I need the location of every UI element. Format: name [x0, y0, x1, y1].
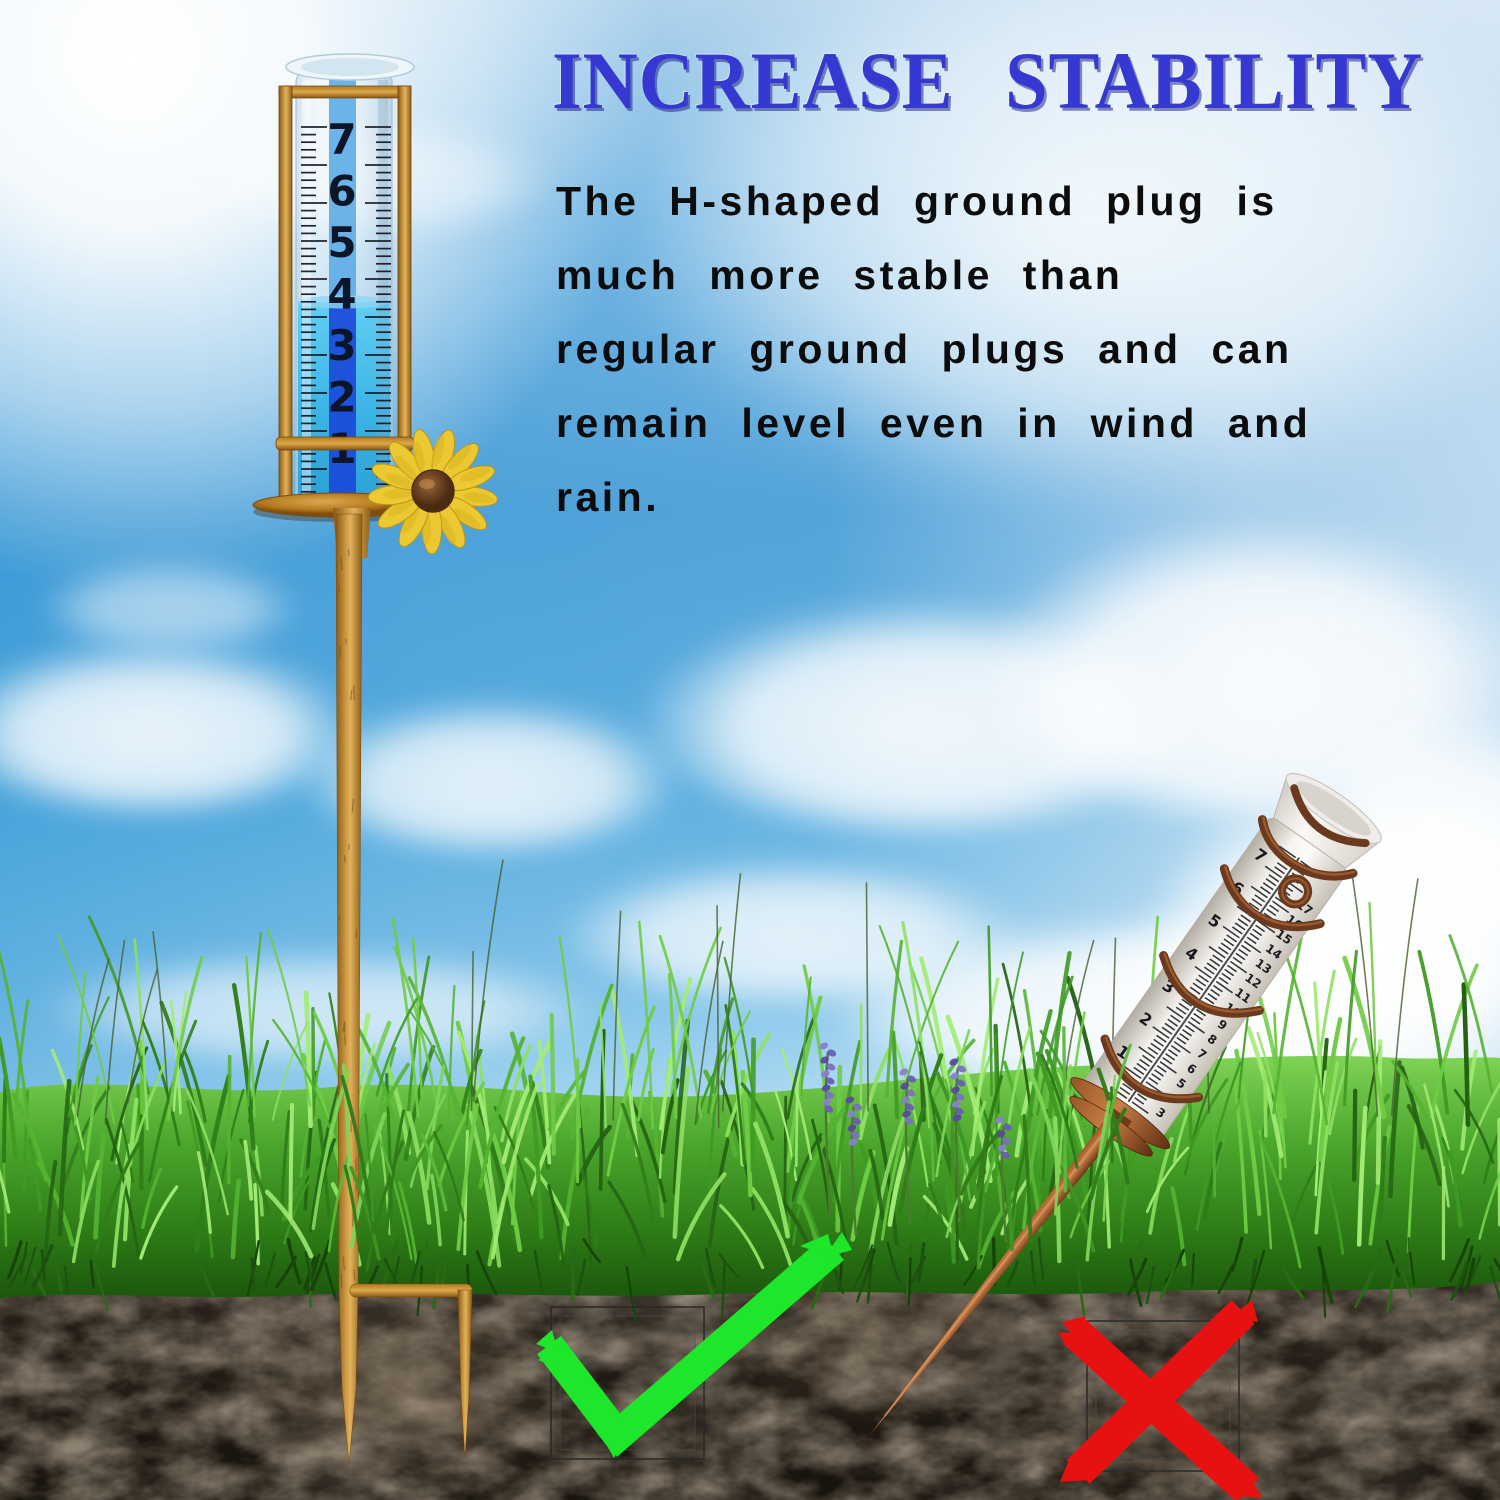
cloud: [40, 950, 600, 1060]
checkbox-good: [550, 1306, 705, 1460]
svg-text:5: 5: [327, 218, 356, 267]
body-line: much more stable than: [556, 252, 1124, 298]
lavender-flowers: [819, 1042, 1012, 1243]
body-line: The H-shaped ground plug is: [556, 178, 1278, 224]
svg-text:4: 4: [327, 270, 356, 319]
body-line: remain level even in wind and: [556, 400, 1312, 446]
water-surface: [298, 295, 390, 309]
checkmark-icon: [536, 1232, 852, 1458]
verdict-good: [536, 1232, 852, 1460]
cloud: [40, 560, 300, 650]
body-line: regular ground plugs and can: [556, 326, 1293, 372]
checkbox-bad: [1086, 1320, 1240, 1472]
flower-petals: [367, 428, 498, 555]
svg-text:7: 7: [327, 115, 356, 164]
h-shaped-ground-plug: [349, 1283, 473, 1459]
metal-frame: [275, 85, 415, 507]
page-title: INCREASE STABILITY: [552, 35, 1424, 126]
grass-blades-front: [918, 1026, 1132, 1270]
svg-text:2: 2: [327, 373, 356, 422]
grass-blades-front: [311, 1063, 465, 1272]
svg-text:3: 3: [327, 321, 356, 370]
gauge-scale-ticks: [301, 126, 391, 508]
cloud: [300, 700, 680, 850]
copper-spiral-wire: [1100, 784, 1370, 1104]
cross-icon: [1058, 1300, 1262, 1500]
body-line: rain.: [556, 474, 661, 520]
flower-decoration: [367, 428, 498, 555]
body-text: The H-shaped ground plug is much more st…: [556, 164, 1311, 534]
title-halo: [620, 0, 1500, 500]
flower-center: [411, 469, 455, 513]
verdict-bad: [1058, 1300, 1262, 1500]
svg-text:6: 6: [327, 167, 356, 216]
